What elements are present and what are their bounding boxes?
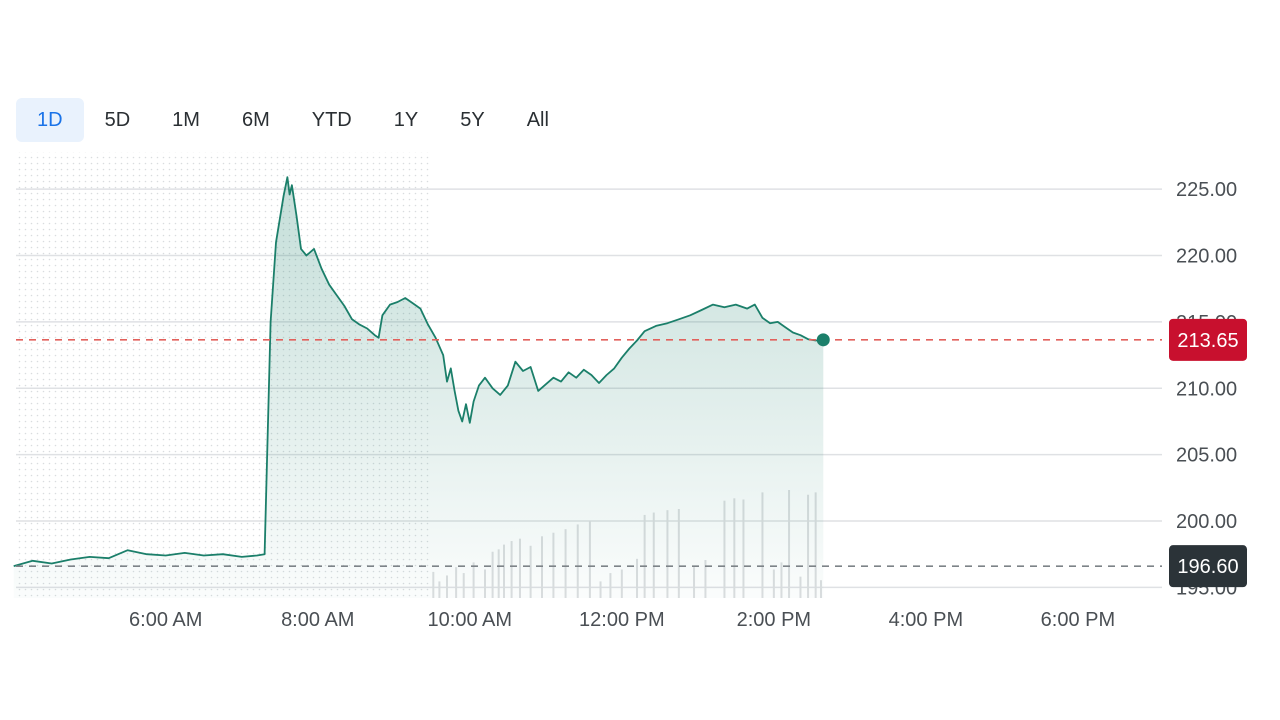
tab-6m[interactable]: 6M	[241, 109, 270, 131]
tab-ytd[interactable]: YTD	[311, 109, 352, 131]
tab-1m[interactable]: 1M	[172, 109, 200, 131]
x-tick-label: 6:00 PM	[1041, 609, 1115, 631]
previous-close-label: 196.60	[1177, 556, 1238, 578]
price-badges: 213.65 196.60	[1169, 318, 1247, 588]
current-price-label: 213.65	[1177, 330, 1238, 352]
x-tick-label: 12:00 PM	[579, 609, 665, 631]
tab-5y[interactable]: 5Y	[460, 109, 485, 131]
y-tick-label: 205.00	[1176, 445, 1237, 467]
price-area-fill	[13, 177, 824, 598]
tab-1d[interactable]: 1D	[16, 98, 84, 142]
x-tick-label: 6:00 AM	[129, 609, 202, 631]
x-tick-label: 8:00 AM	[281, 609, 354, 631]
y-axis-ticks: 225.00220.00215.00210.00205.00200.00195.…	[1176, 179, 1237, 599]
tab-5d[interactable]: 5D	[104, 109, 131, 131]
y-tick-label: 225.00	[1176, 179, 1237, 201]
last-price-dot	[816, 333, 830, 347]
tab-1y[interactable]: 1Y	[393, 109, 419, 131]
tab-all[interactable]: All	[526, 109, 549, 131]
y-tick-label: 210.00	[1176, 378, 1237, 400]
price-area	[13, 176, 824, 598]
x-tick-label: 10:00 AM	[428, 609, 513, 631]
reference-lines	[16, 333, 1162, 567]
range-tabs: 1D 5D 1M 6M YTD 1Y 5Y All	[16, 98, 570, 142]
y-tick-label: 220.00	[1176, 246, 1237, 268]
x-tick-label: 4:00 PM	[889, 609, 963, 631]
price-line	[13, 176, 824, 567]
current-price-badge	[1169, 318, 1247, 361]
y-tick-label: 200.00	[1176, 511, 1237, 533]
x-tick-label: 2:00 PM	[737, 609, 811, 631]
x-axis-ticks: 6:00 AM 8:00 AM 10:00 AM 12:00 PM 2:00 PM 4:0…	[129, 609, 1115, 631]
previous-close-badge	[1169, 545, 1247, 588]
